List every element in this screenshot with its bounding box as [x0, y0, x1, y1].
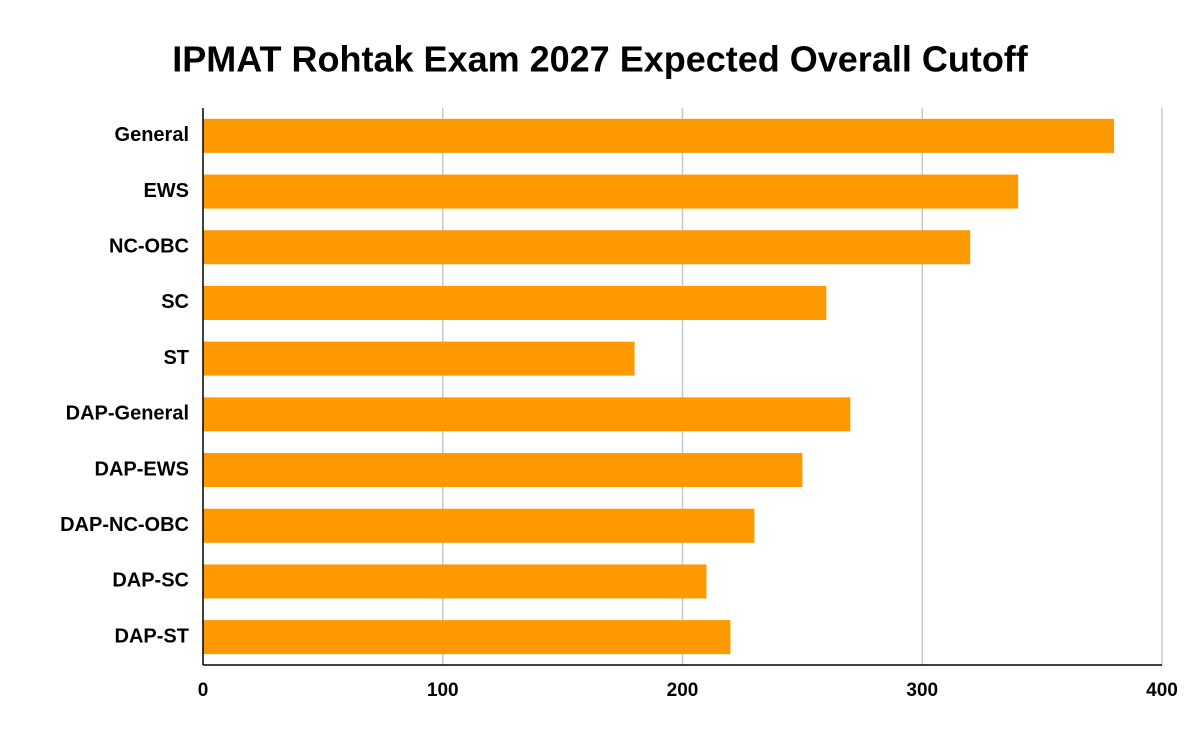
x-tick-label: 300 [906, 680, 938, 701]
y-tick-label: ST [163, 347, 189, 369]
y-tick-label: DAP-ST [115, 625, 189, 647]
y-tick-label: NC-OBC [109, 236, 189, 258]
y-tick-label: DAP-EWS [95, 458, 189, 480]
bar [203, 118, 1115, 153]
bar [203, 230, 971, 265]
x-tick-label: 100 [427, 680, 459, 701]
bar [203, 397, 851, 432]
bar [203, 453, 803, 488]
bar [203, 508, 755, 543]
bar [203, 620, 731, 655]
chart-title: IPMAT Rohtak Exam 2027 Expected Overall … [172, 39, 1029, 80]
x-tick-label: 400 [1146, 680, 1178, 701]
bar [203, 564, 707, 599]
y-tick-label: DAP-SC [112, 570, 189, 592]
y-tick-label: General [115, 124, 189, 146]
bar [203, 174, 1019, 209]
y-tick-label: DAP-General [66, 403, 189, 425]
y-tick-label: SC [161, 291, 189, 313]
x-tick-label: 200 [667, 680, 699, 701]
bar [203, 285, 827, 320]
y-tick-label: EWS [143, 180, 189, 202]
y-tick-label: DAP-NC-OBC [60, 514, 189, 536]
bar [203, 341, 635, 376]
x-tick-label: 0 [198, 680, 209, 701]
